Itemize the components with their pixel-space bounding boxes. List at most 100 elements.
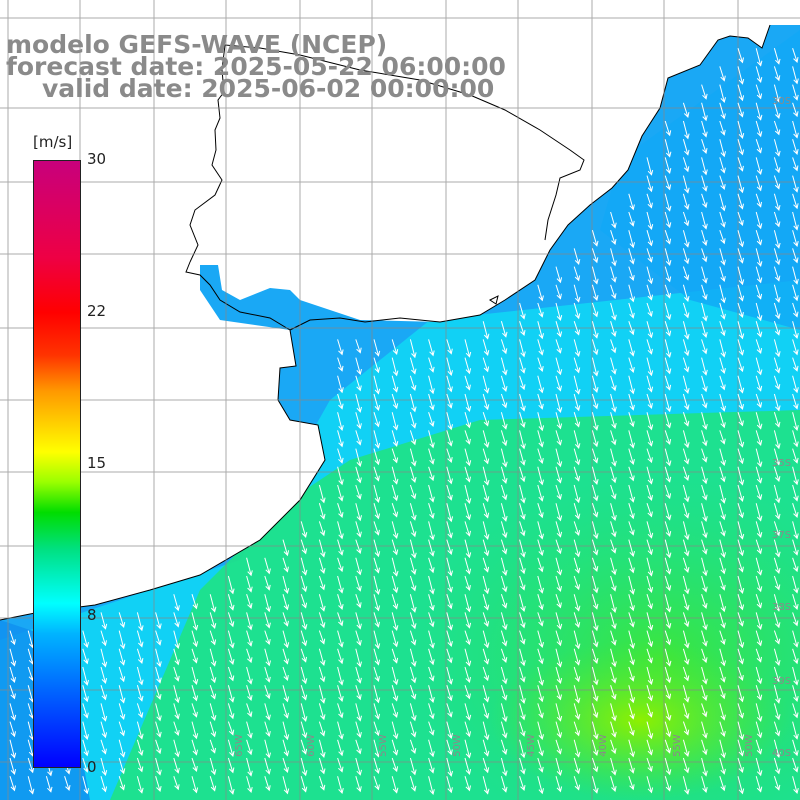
wind-arrow — [682, 248, 690, 265]
wind-arrow — [755, 575, 763, 593]
wind-arrow — [701, 539, 708, 555]
wind-arrow — [136, 630, 144, 648]
wind-arrow — [719, 721, 726, 737]
wind-arrow — [773, 757, 781, 775]
wind-arrow — [246, 557, 253, 577]
wind-arrow — [719, 612, 726, 629]
wind-arrow — [482, 539, 490, 557]
wind-arrow — [591, 466, 599, 486]
wind-arrow — [537, 393, 544, 410]
wind-arrow — [664, 757, 672, 776]
wind-arrow — [573, 757, 581, 775]
wind-arrow — [409, 776, 417, 792]
wind-arrow — [682, 284, 690, 303]
wind-arrow — [464, 739, 472, 759]
wind-arrow — [373, 466, 380, 482]
wind-arrow — [100, 703, 108, 722]
wind-arrow — [664, 430, 672, 445]
wind-arrow — [719, 539, 726, 559]
wind-arrow — [519, 412, 526, 428]
wind-arrow — [591, 612, 599, 632]
wind-arrow — [573, 721, 581, 737]
wind-arrow — [773, 375, 781, 390]
wind-arrow — [428, 448, 435, 465]
wind-arrow — [391, 703, 399, 718]
wind-arrow — [682, 703, 690, 720]
wind-arrow — [482, 648, 490, 665]
wind-arrow — [428, 339, 435, 357]
wind-arrow — [409, 412, 417, 429]
wind-arrow — [573, 503, 581, 520]
wind-arrow — [591, 630, 599, 648]
wind-arrow — [628, 466, 635, 482]
wind-arrow — [318, 594, 326, 612]
wind-arrow — [500, 703, 508, 723]
wind-arrow — [264, 575, 271, 591]
wind-arrow — [682, 721, 690, 736]
wind-arrow — [773, 266, 781, 282]
wind-arrow — [664, 448, 672, 467]
wind-arrow — [155, 739, 162, 755]
wind-arrow — [755, 484, 763, 501]
wind-arrow — [792, 648, 799, 665]
lat-label: 40S — [772, 748, 792, 759]
wind-arrow — [318, 557, 326, 574]
wind-arrow — [682, 466, 690, 481]
wind-arrow — [482, 594, 490, 611]
wind-arrow — [664, 157, 672, 175]
wind-arrow — [355, 521, 362, 538]
wind-arrow — [755, 557, 763, 576]
wind-arrow — [355, 612, 362, 630]
wind-arrow — [337, 721, 344, 740]
wind-arrow — [792, 193, 799, 210]
wind-arrow — [519, 302, 526, 320]
wind-arrow — [519, 557, 526, 575]
wind-arrow — [737, 685, 745, 703]
wind-arrow — [464, 721, 471, 738]
wind-arrow — [628, 430, 635, 449]
wind-arrow — [628, 612, 635, 628]
wind-arrow — [391, 466, 399, 485]
wind-arrow — [482, 557, 490, 573]
wind-arrow — [355, 666, 362, 684]
wind-arrow — [737, 666, 744, 681]
wind-arrow — [773, 284, 781, 304]
wind-arrow — [409, 430, 417, 446]
wind-arrow — [719, 412, 726, 429]
wind-arrow — [701, 612, 708, 631]
wind-arrow — [537, 284, 544, 302]
wind-arrow — [227, 685, 235, 703]
wind-arrow — [500, 648, 508, 663]
wind-arrow — [719, 557, 726, 575]
wind-arrow — [337, 521, 344, 540]
wind-arrow — [428, 575, 435, 595]
wind-arrow — [519, 448, 526, 466]
wind-arrow — [555, 739, 562, 755]
wind-arrow — [373, 503, 381, 520]
title-valid-date: valid date: 2025-06-02 00:00:00 — [42, 74, 495, 103]
wind-arrow — [719, 521, 726, 537]
wind-arrow — [191, 685, 199, 702]
wind-arrow — [409, 557, 417, 576]
wind-arrow — [409, 339, 417, 359]
wind-arrow — [282, 594, 290, 611]
wind-arrow — [246, 594, 253, 609]
wind-arrow — [555, 521, 563, 538]
lat-label: 39S — [772, 676, 792, 687]
wind-arrow — [719, 703, 726, 721]
wind-arrow — [82, 703, 89, 719]
wind-arrow — [155, 757, 162, 776]
wind-arrow — [591, 321, 599, 339]
wind-arrow — [537, 630, 544, 648]
wind-arrow — [682, 102, 690, 118]
wind-arrow — [591, 412, 599, 431]
lon-label: 45W — [525, 734, 537, 757]
wind-arrow — [773, 193, 781, 212]
wind-arrow — [591, 484, 599, 502]
wind-arrow — [136, 776, 144, 794]
wind-arrow — [191, 630, 199, 648]
wind-arrow — [701, 375, 708, 393]
wind-arrow — [82, 757, 89, 773]
wind-arrow — [173, 612, 180, 628]
